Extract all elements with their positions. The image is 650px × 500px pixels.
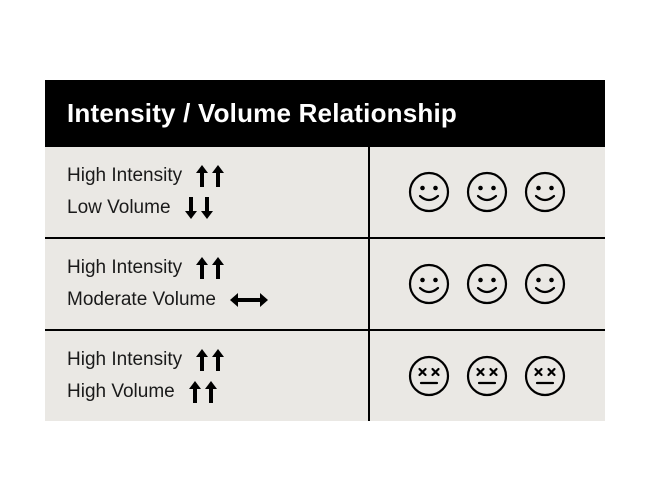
volume-indicator-double-down-icon [185, 197, 213, 219]
infographic-card: Intensity / Volume Relationship High Int… [45, 80, 605, 421]
volume-indicator-double-up-icon [189, 381, 217, 403]
smile-face-icon [465, 262, 509, 306]
dead-face-icon [465, 354, 509, 398]
row-left: High Intensity High Volume [45, 331, 370, 421]
smile-face-icon [407, 262, 451, 306]
intensity-label: High Intensity [67, 257, 182, 279]
row: High Intensity Low Volume [45, 147, 605, 237]
smile-face-icon [523, 262, 567, 306]
rows-container: High Intensity Low Volume High Intensity Mo… [45, 147, 605, 421]
intensity-line: High Intensity [67, 165, 346, 187]
intensity-indicator-double-up-icon [196, 165, 224, 187]
intensity-label: High Intensity [67, 165, 182, 187]
smile-face-icon [407, 170, 451, 214]
dead-face-icon [407, 354, 451, 398]
intensity-line: High Intensity [67, 349, 346, 371]
smile-face-icon [465, 170, 509, 214]
intensity-indicator-double-up-icon [196, 257, 224, 279]
row: High Intensity Moderate Volume [45, 237, 605, 329]
volume-line: High Volume [67, 381, 346, 403]
intensity-label: High Intensity [67, 349, 182, 371]
volume-label: High Volume [67, 381, 175, 403]
smile-face-icon [523, 170, 567, 214]
intensity-line: High Intensity [67, 257, 346, 279]
volume-line: Moderate Volume [67, 289, 346, 311]
title-bar: Intensity / Volume Relationship [45, 80, 605, 147]
row-left: High Intensity Low Volume [45, 147, 370, 237]
row-faces [370, 147, 605, 237]
title-text: Intensity / Volume Relationship [67, 98, 457, 128]
volume-label: Moderate Volume [67, 289, 216, 311]
row-left: High Intensity Moderate Volume [45, 239, 370, 329]
row-faces [370, 331, 605, 421]
volume-indicator-double-horizontal-icon [230, 293, 268, 307]
row: High Intensity High Volume [45, 329, 605, 421]
volume-label: Low Volume [67, 197, 171, 219]
dead-face-icon [523, 354, 567, 398]
volume-line: Low Volume [67, 197, 346, 219]
row-faces [370, 239, 605, 329]
intensity-indicator-double-up-icon [196, 349, 224, 371]
